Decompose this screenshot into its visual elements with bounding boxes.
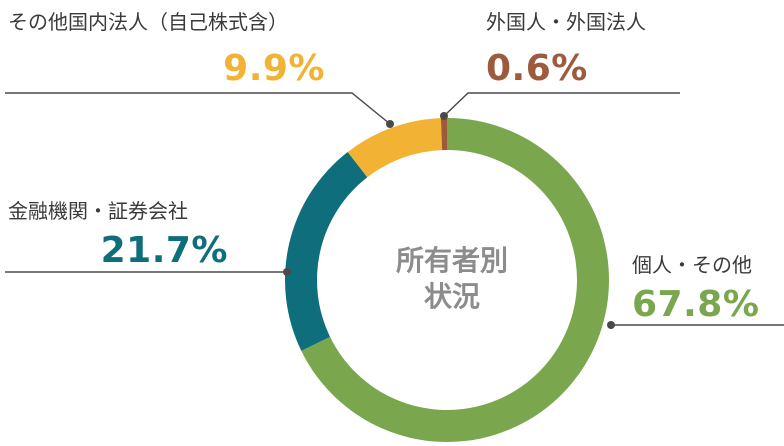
- slice-name-foreign: 外国人・外国法人: [486, 10, 646, 34]
- donut-slice-financial: [285, 151, 368, 351]
- label-individual: 個人・その他 67.8%: [607, 253, 784, 329]
- slice-value-financial: 21.7%: [101, 230, 228, 271]
- center-label-line-2: 状況: [424, 280, 480, 313]
- leader-dot-individual: [607, 321, 615, 329]
- slice-name-financial: 金融機関・証券会社: [8, 199, 188, 223]
- leader-dot-financial: [283, 268, 291, 276]
- slice-name-other-domestic: その他国内法人（自己株式含）: [8, 10, 288, 34]
- slice-value-other-domestic: 9.9%: [223, 48, 325, 89]
- center-label-line-1: 所有者別: [396, 244, 508, 277]
- slice-name-individual: 個人・その他: [632, 253, 752, 277]
- slice-value-foreign: 0.6%: [486, 48, 588, 89]
- donut-slices: [285, 118, 609, 442]
- slice-value-individual: 67.8%: [632, 284, 759, 325]
- donut-slice-foreign: [440, 118, 447, 151]
- label-foreign: 外国人・外国法人 0.6%: [440, 10, 680, 120]
- leader-other-domestic: [5, 92, 391, 125]
- label-other-domestic: その他国内法人（自己株式含） 9.9%: [5, 10, 394, 128]
- leader-dot-other-domestic: [386, 120, 394, 128]
- donut-slice-other-domestic: [347, 118, 443, 178]
- leader-foreign: [443, 92, 680, 117]
- leader-dot-foreign: [440, 112, 448, 120]
- label-financial: 金融機関・証券会社 21.7%: [5, 199, 291, 276]
